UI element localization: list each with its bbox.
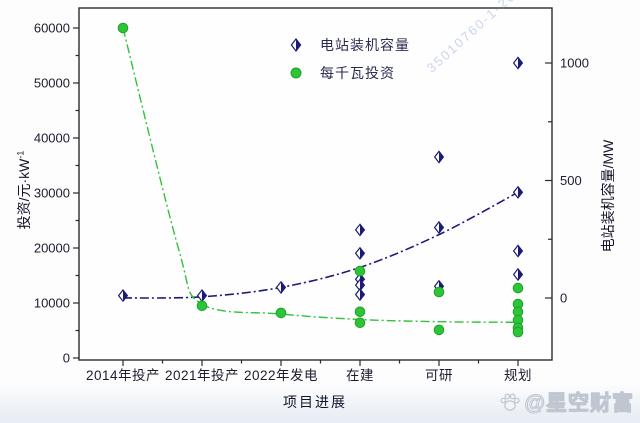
- investment-point: [275, 307, 287, 319]
- capacity-point: [512, 185, 524, 199]
- investment-point: [354, 306, 366, 318]
- investment-point: [196, 300, 208, 312]
- investment-point: [433, 324, 445, 336]
- legend-item-investment: 每千瓦投资: [288, 63, 410, 83]
- plot-border: [78, 7, 553, 361]
- diamond-fill: [439, 151, 444, 163]
- investment-point: [354, 265, 366, 277]
- capacity-point: [433, 150, 445, 164]
- capacity-points: [117, 56, 524, 303]
- brand-watermark: @星空财富: [498, 387, 634, 417]
- capacity-point: [512, 244, 524, 258]
- y-left-tick-label: 30000: [34, 186, 70, 201]
- legend-label-investment: 每千瓦投资: [320, 65, 395, 81]
- y-left-title-sup: -1: [15, 150, 26, 159]
- capacity-point: [512, 267, 524, 282]
- diamond-fill: [123, 290, 128, 302]
- diamond-fill: [360, 279, 365, 291]
- capacity-point: [354, 246, 366, 260]
- diamond-fill: [360, 247, 365, 259]
- y-left-title-text: 投资/元·kW: [16, 158, 32, 230]
- diamond-fill: [202, 290, 207, 302]
- y-left-tick-label: 60000: [34, 21, 70, 36]
- diamond-fill: [518, 186, 523, 198]
- legend: 电站装机容量 每千瓦投资: [288, 35, 410, 83]
- capacity-point: [433, 220, 445, 235]
- x-axis-title: 项目进展: [283, 394, 347, 410]
- capacity-point: [196, 289, 208, 303]
- capacity-point: [354, 287, 366, 302]
- y-axis-left-title: 投资/元·kW-1: [14, 90, 34, 290]
- legend-label-capacity: 电站装机容量: [320, 37, 410, 53]
- half-diamond-icon: [290, 38, 302, 52]
- x-tick-label: 可研: [425, 368, 453, 383]
- investment-point: [433, 286, 445, 298]
- x-tick-label: 2022年发电: [244, 368, 318, 383]
- x-tick-label: 在建: [346, 368, 374, 383]
- investment-point: [354, 317, 366, 329]
- y-right-tick-label: 500: [560, 173, 582, 188]
- x-tick-label: 2014年投产: [86, 368, 160, 383]
- y-left-tick-label: 10000: [34, 296, 70, 311]
- y-left-tick-label: 50000: [34, 76, 70, 91]
- diamond-fill: [518, 57, 523, 69]
- paw-icon: [499, 393, 520, 411]
- bottom-tint-strip: [0, 383, 640, 423]
- green-circle-icon: [290, 67, 302, 79]
- capacity-point: [275, 280, 287, 294]
- y-right-tick-label: 0: [560, 291, 567, 306]
- y-left-tick-label: 0: [63, 351, 70, 366]
- y-axis-right-title: 电站装机容量/MW: [600, 139, 616, 253]
- x-tick-label: 2021年投产: [165, 368, 239, 383]
- diamond-fill: [360, 224, 365, 236]
- y-right-tick-label: 1000: [560, 56, 589, 71]
- capacity-point: [512, 56, 524, 70]
- investment-point: [512, 282, 524, 294]
- diamond-fill: [518, 268, 523, 281]
- legend-item-capacity: 电站装机容量: [288, 35, 410, 55]
- x-tick-label: 规划: [504, 368, 532, 383]
- y-left-tick-label: 20000: [34, 241, 70, 256]
- diamond-fill: [439, 221, 444, 234]
- capacity-point: [354, 223, 366, 237]
- diamond-fill: [281, 281, 286, 293]
- diamond-fill: [360, 288, 365, 301]
- diamond-fill: [518, 245, 523, 257]
- investment-points: [117, 22, 524, 338]
- capacity-point: [117, 289, 129, 303]
- investment-point: [117, 22, 129, 34]
- investment-point: [512, 326, 524, 338]
- brand-watermark-text: @星空财富: [524, 392, 634, 416]
- y-left-tick-label: 40000: [34, 131, 70, 146]
- axis-ticks: 0 10000 20000 30000 40000 50000 60000 0 500 1000 2…: [34, 21, 589, 384]
- investment-trend-line: [122, 27, 519, 323]
